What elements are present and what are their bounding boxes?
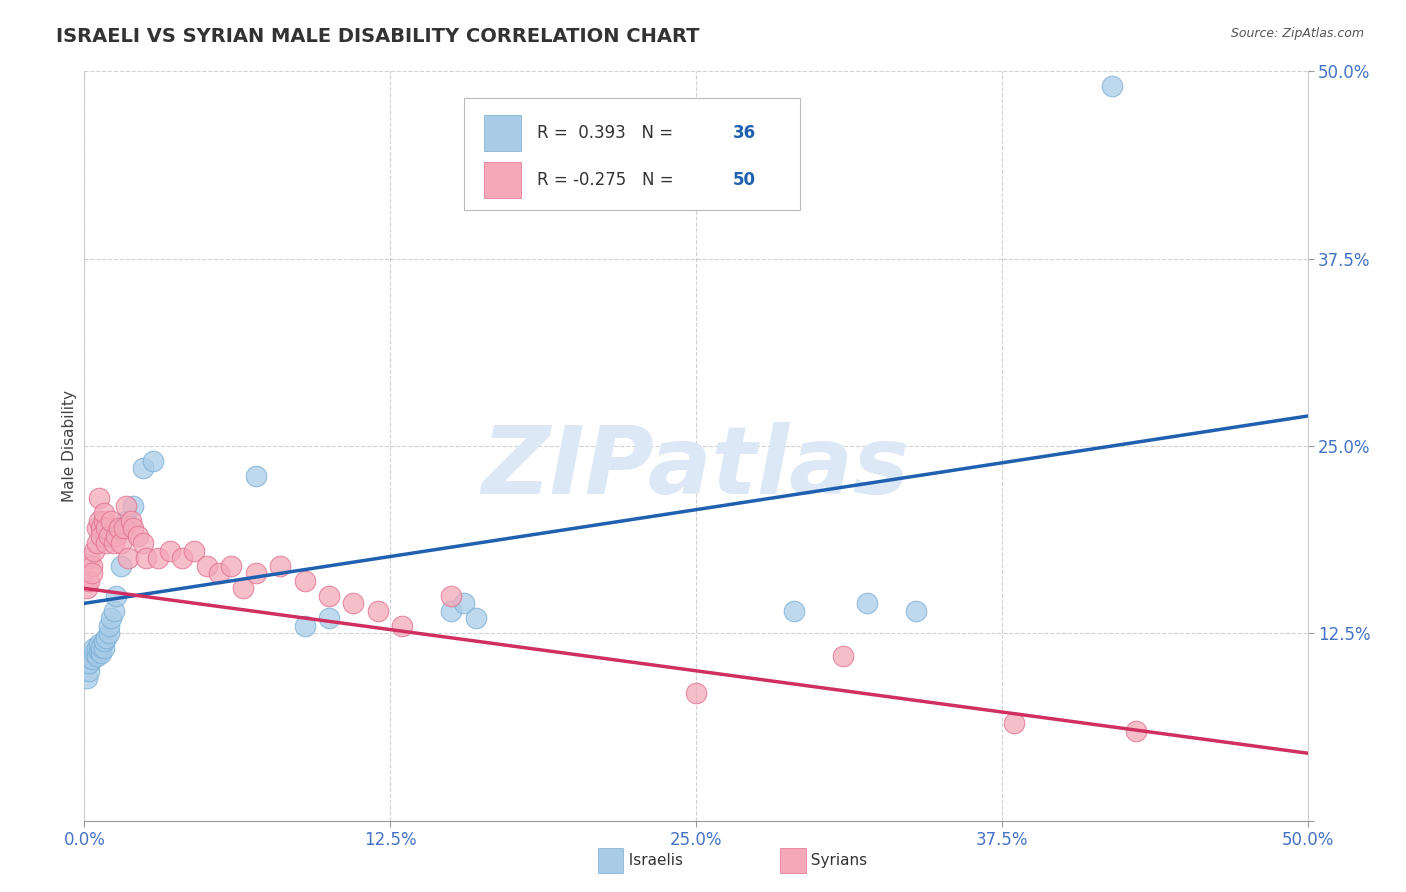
FancyBboxPatch shape — [484, 162, 522, 198]
Point — [96, 521, 118, 535]
Point — [93, 633, 115, 648]
Point — [269, 558, 291, 573]
Point — [96, 536, 118, 550]
Point — [440, 604, 463, 618]
Point — [120, 514, 142, 528]
Point — [97, 529, 120, 543]
Y-axis label: Male Disability: Male Disability — [62, 390, 77, 502]
Point — [172, 551, 194, 566]
Point — [87, 637, 110, 651]
Point — [1101, 79, 1123, 94]
Text: ZIPatlas: ZIPatlas — [482, 423, 910, 515]
Point — [367, 604, 389, 618]
Point — [90, 640, 112, 654]
FancyBboxPatch shape — [484, 115, 522, 151]
Point — [112, 521, 135, 535]
Point — [122, 521, 145, 535]
Point — [100, 514, 122, 528]
Point — [80, 558, 103, 573]
Point — [464, 611, 486, 625]
Point — [76, 582, 98, 596]
Text: Syrians: Syrians — [801, 854, 868, 868]
Point — [83, 641, 105, 656]
Text: R =  0.393   N =: R = 0.393 N = — [537, 124, 678, 142]
Point — [80, 652, 103, 666]
Point — [1125, 723, 1147, 738]
Point — [77, 574, 100, 588]
Point — [77, 664, 100, 678]
Text: Source: ZipAtlas.com: Source: ZipAtlas.com — [1230, 27, 1364, 40]
Point — [1002, 716, 1025, 731]
Point — [195, 558, 218, 573]
Point — [294, 619, 316, 633]
Point — [87, 644, 110, 658]
Point — [105, 529, 128, 543]
Point — [453, 596, 475, 610]
Point — [245, 566, 267, 581]
Point — [115, 499, 138, 513]
Point — [103, 536, 125, 550]
Text: 50: 50 — [733, 171, 755, 189]
Point — [142, 454, 165, 468]
Point — [391, 619, 413, 633]
Text: Israelis: Israelis — [619, 854, 683, 868]
Point — [318, 589, 340, 603]
Point — [93, 641, 115, 656]
Point — [100, 611, 122, 625]
Point — [86, 521, 108, 535]
Point — [905, 604, 928, 618]
Point — [831, 648, 853, 663]
Text: ISRAELI VS SYRIAN MALE DISABILITY CORRELATION CHART: ISRAELI VS SYRIAN MALE DISABILITY CORREL… — [56, 27, 700, 45]
Point — [80, 648, 103, 663]
Point — [90, 521, 112, 535]
Point — [856, 596, 879, 610]
Point — [77, 657, 100, 671]
Point — [76, 671, 98, 685]
Point — [87, 514, 110, 528]
Point — [117, 551, 139, 566]
Point — [93, 507, 115, 521]
Point — [110, 536, 132, 550]
Point — [97, 626, 120, 640]
Point — [245, 469, 267, 483]
Point — [219, 558, 242, 573]
Point — [122, 499, 145, 513]
Point — [783, 604, 806, 618]
Point — [86, 641, 108, 656]
Point — [83, 544, 105, 558]
Point — [342, 596, 364, 610]
Point — [96, 631, 118, 645]
Point — [132, 536, 155, 550]
Point — [135, 551, 157, 566]
Point — [86, 648, 108, 663]
Point — [107, 521, 129, 535]
Point — [86, 536, 108, 550]
Point — [93, 514, 115, 528]
Point — [318, 611, 340, 625]
Point — [127, 529, 149, 543]
Point — [183, 544, 205, 558]
Point — [83, 646, 105, 660]
Point — [77, 551, 100, 566]
Point — [110, 558, 132, 573]
Text: R = -0.275   N =: R = -0.275 N = — [537, 171, 679, 189]
Point — [159, 544, 181, 558]
Point — [440, 589, 463, 603]
Point — [132, 461, 155, 475]
Point — [294, 574, 316, 588]
Point — [103, 604, 125, 618]
Point — [105, 589, 128, 603]
Point — [80, 566, 103, 581]
Point — [685, 686, 707, 700]
FancyBboxPatch shape — [464, 97, 800, 210]
Point — [97, 619, 120, 633]
Text: 36: 36 — [733, 124, 756, 142]
Point — [87, 491, 110, 506]
Point — [232, 582, 254, 596]
Point — [90, 529, 112, 543]
Point — [90, 646, 112, 660]
Point — [115, 514, 138, 528]
Point — [146, 551, 169, 566]
Point — [208, 566, 231, 581]
